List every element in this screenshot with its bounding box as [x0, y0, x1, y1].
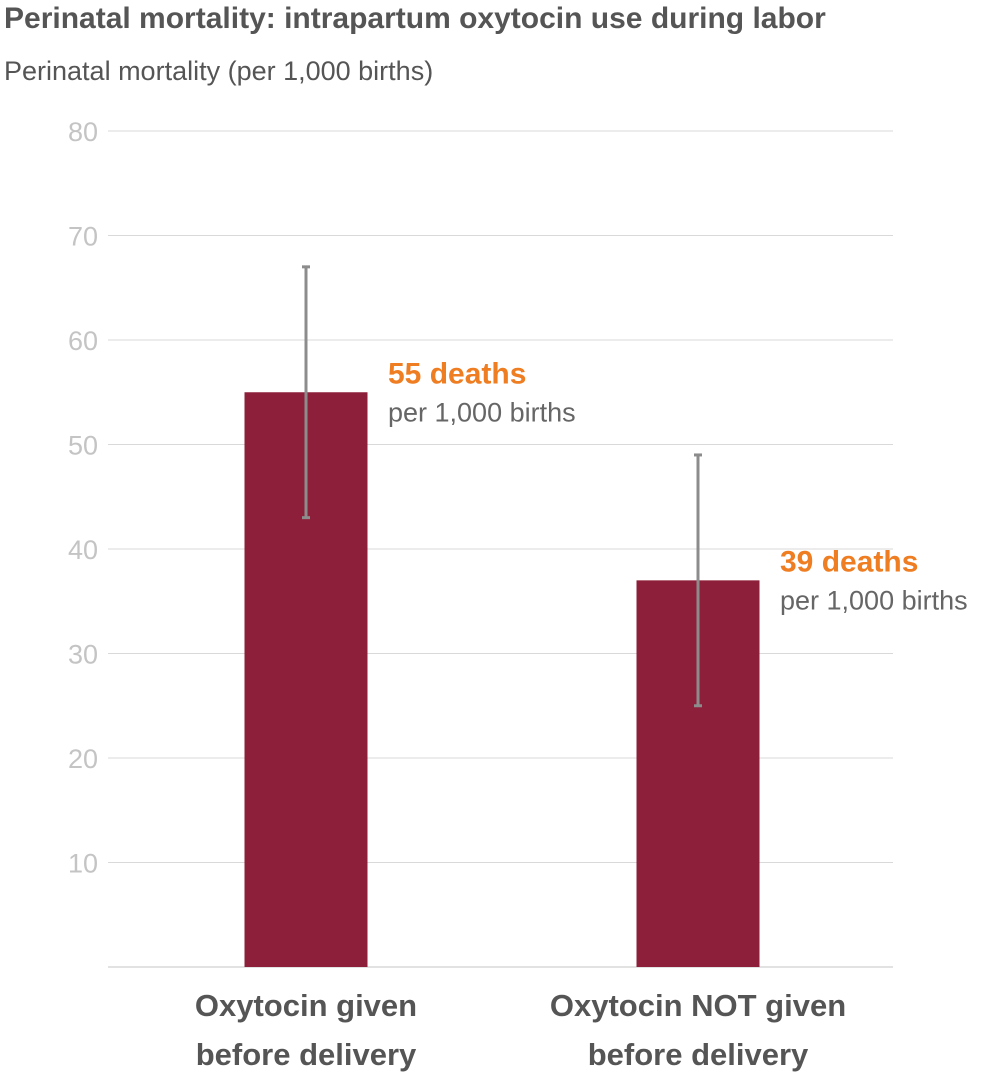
- label-layer: 55 deaths per 1,000 births Oxytocin given b…: [195, 357, 968, 1072]
- error-bar-layer: [302, 265, 702, 708]
- y-tick-label: 70: [68, 222, 98, 252]
- x-category-label: Oxytocin NOT given: [550, 988, 846, 1023]
- y-tick-label: 20: [68, 744, 98, 774]
- y-tick-label: 60: [68, 326, 98, 356]
- value-annotation-unit: per 1,000 births: [388, 397, 576, 427]
- value-annotation: 55 deaths: [388, 357, 526, 390]
- y-tick-label: 10: [68, 849, 98, 879]
- grid-layer: 10 20 30 40 50 60 70 80: [68, 117, 893, 968]
- y-tick-label: 30: [68, 640, 98, 670]
- chart-title: Perinatal mortality: intrapartum oxytoci…: [4, 2, 826, 35]
- y-tick-label: 40: [68, 535, 98, 565]
- y-tick-label: 80: [68, 117, 98, 147]
- value-annotation-unit: per 1,000 births: [780, 585, 968, 615]
- y-tick-label: 50: [68, 431, 98, 461]
- x-category-label: Oxytocin given: [195, 988, 417, 1023]
- value-annotation: 39 deaths: [780, 545, 918, 578]
- x-category-label: before delivery: [196, 1037, 417, 1072]
- bar-layer: [244, 392, 760, 967]
- x-category-label: before delivery: [588, 1037, 809, 1072]
- chart-subtitle: Perinatal mortality (per 1,000 births): [4, 56, 434, 86]
